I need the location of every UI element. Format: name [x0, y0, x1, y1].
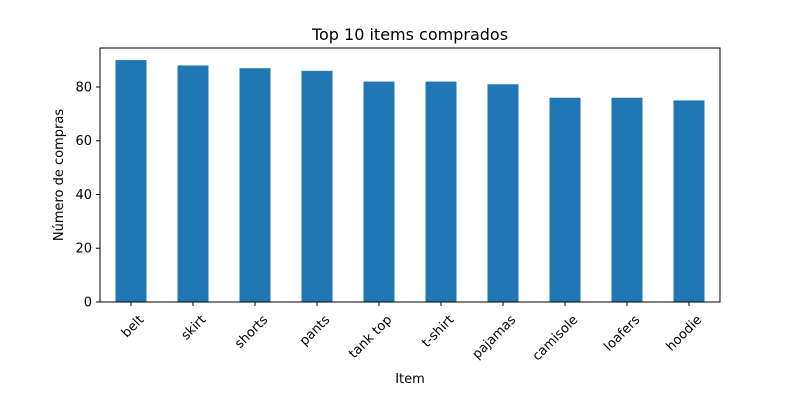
y-axis-label: Número de compras — [52, 109, 67, 241]
bar-camisole — [549, 97, 581, 302]
y-tick-label: 80 — [75, 80, 92, 95]
bar-shorts — [239, 68, 271, 303]
y-tick-label: 20 — [75, 242, 92, 257]
bars-group — [115, 60, 705, 303]
x-tick-label: shorts — [232, 313, 271, 352]
x-axis-label: Item — [395, 372, 425, 387]
x-tick-label: pants — [297, 312, 333, 348]
x-tick-label: camisole — [530, 313, 581, 364]
bar-t-shirt — [425, 81, 457, 302]
y-tick-label: 40 — [75, 188, 92, 203]
x-tick-label: loafers — [601, 313, 643, 355]
plot-frame — [99, 47, 721, 303]
bar-belt — [115, 60, 147, 302]
x-tick-label: skirt — [179, 313, 210, 344]
x-tick-label: pajamas — [470, 312, 520, 362]
bar-hoodie — [673, 100, 705, 303]
x-axis-ticks: belt skirt shorts pants tank top t-shirt pajam… — [119, 302, 705, 364]
chart-title: Top 10 items comprados — [311, 25, 508, 44]
y-axis-ticks: 0 20 40 60 80 — [75, 80, 100, 311]
x-tick-label: t-shirt — [419, 313, 457, 351]
y-tick-label: 60 — [75, 134, 92, 149]
x-tick-label: belt — [119, 313, 147, 341]
bar-loafers — [611, 97, 643, 302]
bar-skirt — [177, 65, 209, 302]
bar-pants — [301, 70, 333, 302]
x-tick-label: hoodie — [664, 313, 706, 355]
bar-tank-top — [363, 81, 395, 302]
bar-pajamas — [487, 84, 519, 303]
y-tick-label: 0 — [84, 296, 92, 311]
x-tick-label: tank top — [346, 313, 395, 362]
